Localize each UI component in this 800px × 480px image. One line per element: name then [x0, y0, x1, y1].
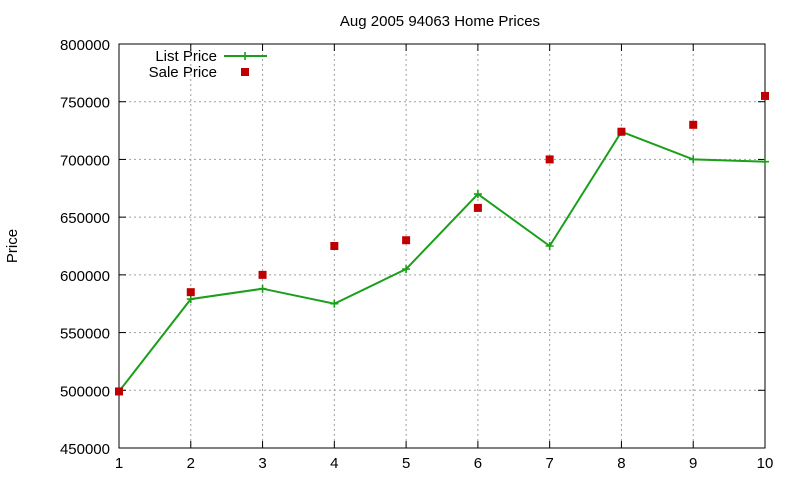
data-point-list-price	[761, 157, 769, 166]
chart-title: Aug 2005 94063 Home Prices	[340, 13, 540, 30]
data-point-sale-price	[617, 127, 626, 136]
y-tick-label: 650000	[60, 210, 110, 227]
y-tick-label: 800000	[60, 37, 110, 54]
data-point-list-price	[689, 155, 698, 164]
y-tick-label: 700000	[60, 152, 110, 169]
data-point-sale-price	[186, 288, 195, 297]
x-tick-label: 1	[115, 455, 123, 472]
x-tick-label: 8	[617, 455, 625, 472]
data-point-sale-price	[258, 270, 267, 279]
y-tick-label: 450000	[60, 441, 110, 458]
x-tick-label: 9	[689, 455, 697, 472]
legend-marker-sale-price	[241, 68, 249, 76]
x-tick-label: 5	[402, 455, 410, 472]
legend-marker-list-price	[241, 52, 249, 60]
data-point-list-price	[258, 284, 267, 293]
data-point-sale-price	[330, 242, 339, 250]
x-tick-label: 6	[474, 455, 482, 472]
data-point-list-price	[186, 295, 195, 304]
x-tick-labels: 1 2 3 4 5 6 7 8 9 10	[115, 455, 774, 472]
data-point-list-price	[473, 190, 482, 199]
legend: List Price Sale Price	[149, 48, 267, 81]
series-line-list-price	[118, 130, 766, 393]
data-point-list-price	[402, 265, 411, 274]
x-tick-label: 10	[757, 455, 774, 472]
plot-frame	[118, 43, 766, 449]
y-tick-label: 600000	[60, 268, 110, 285]
x-tick-label: 2	[187, 455, 195, 472]
data-point-list-price	[545, 242, 554, 250]
data-point-sale-price	[761, 91, 769, 100]
y-axis-label: Price	[4, 229, 21, 263]
x-tick-label: 4	[330, 455, 338, 472]
tick-marks	[118, 43, 766, 449]
x-tick-label: 3	[258, 455, 266, 472]
y-tick-label: 500000	[60, 383, 110, 400]
data-point-list-price	[330, 299, 339, 308]
data-point-sale-price	[402, 236, 411, 245]
y-tick-labels: 450000 500000 550000 600000 650000 700000 7500…	[60, 37, 110, 458]
x-tick-label: 7	[545, 455, 553, 472]
data-series	[115, 91, 769, 396]
data-point-sale-price	[473, 203, 482, 212]
legend-label-list-price: List Price	[155, 48, 217, 65]
legend-label-sale-price: Sale Price	[149, 64, 217, 81]
data-point-sale-price	[115, 387, 123, 396]
y-tick-label: 550000	[60, 326, 110, 343]
data-point-sale-price	[545, 155, 554, 164]
y-tick-label: 750000	[60, 95, 110, 112]
grid-lines	[119, 44, 765, 448]
data-point-sale-price	[689, 120, 698, 129]
